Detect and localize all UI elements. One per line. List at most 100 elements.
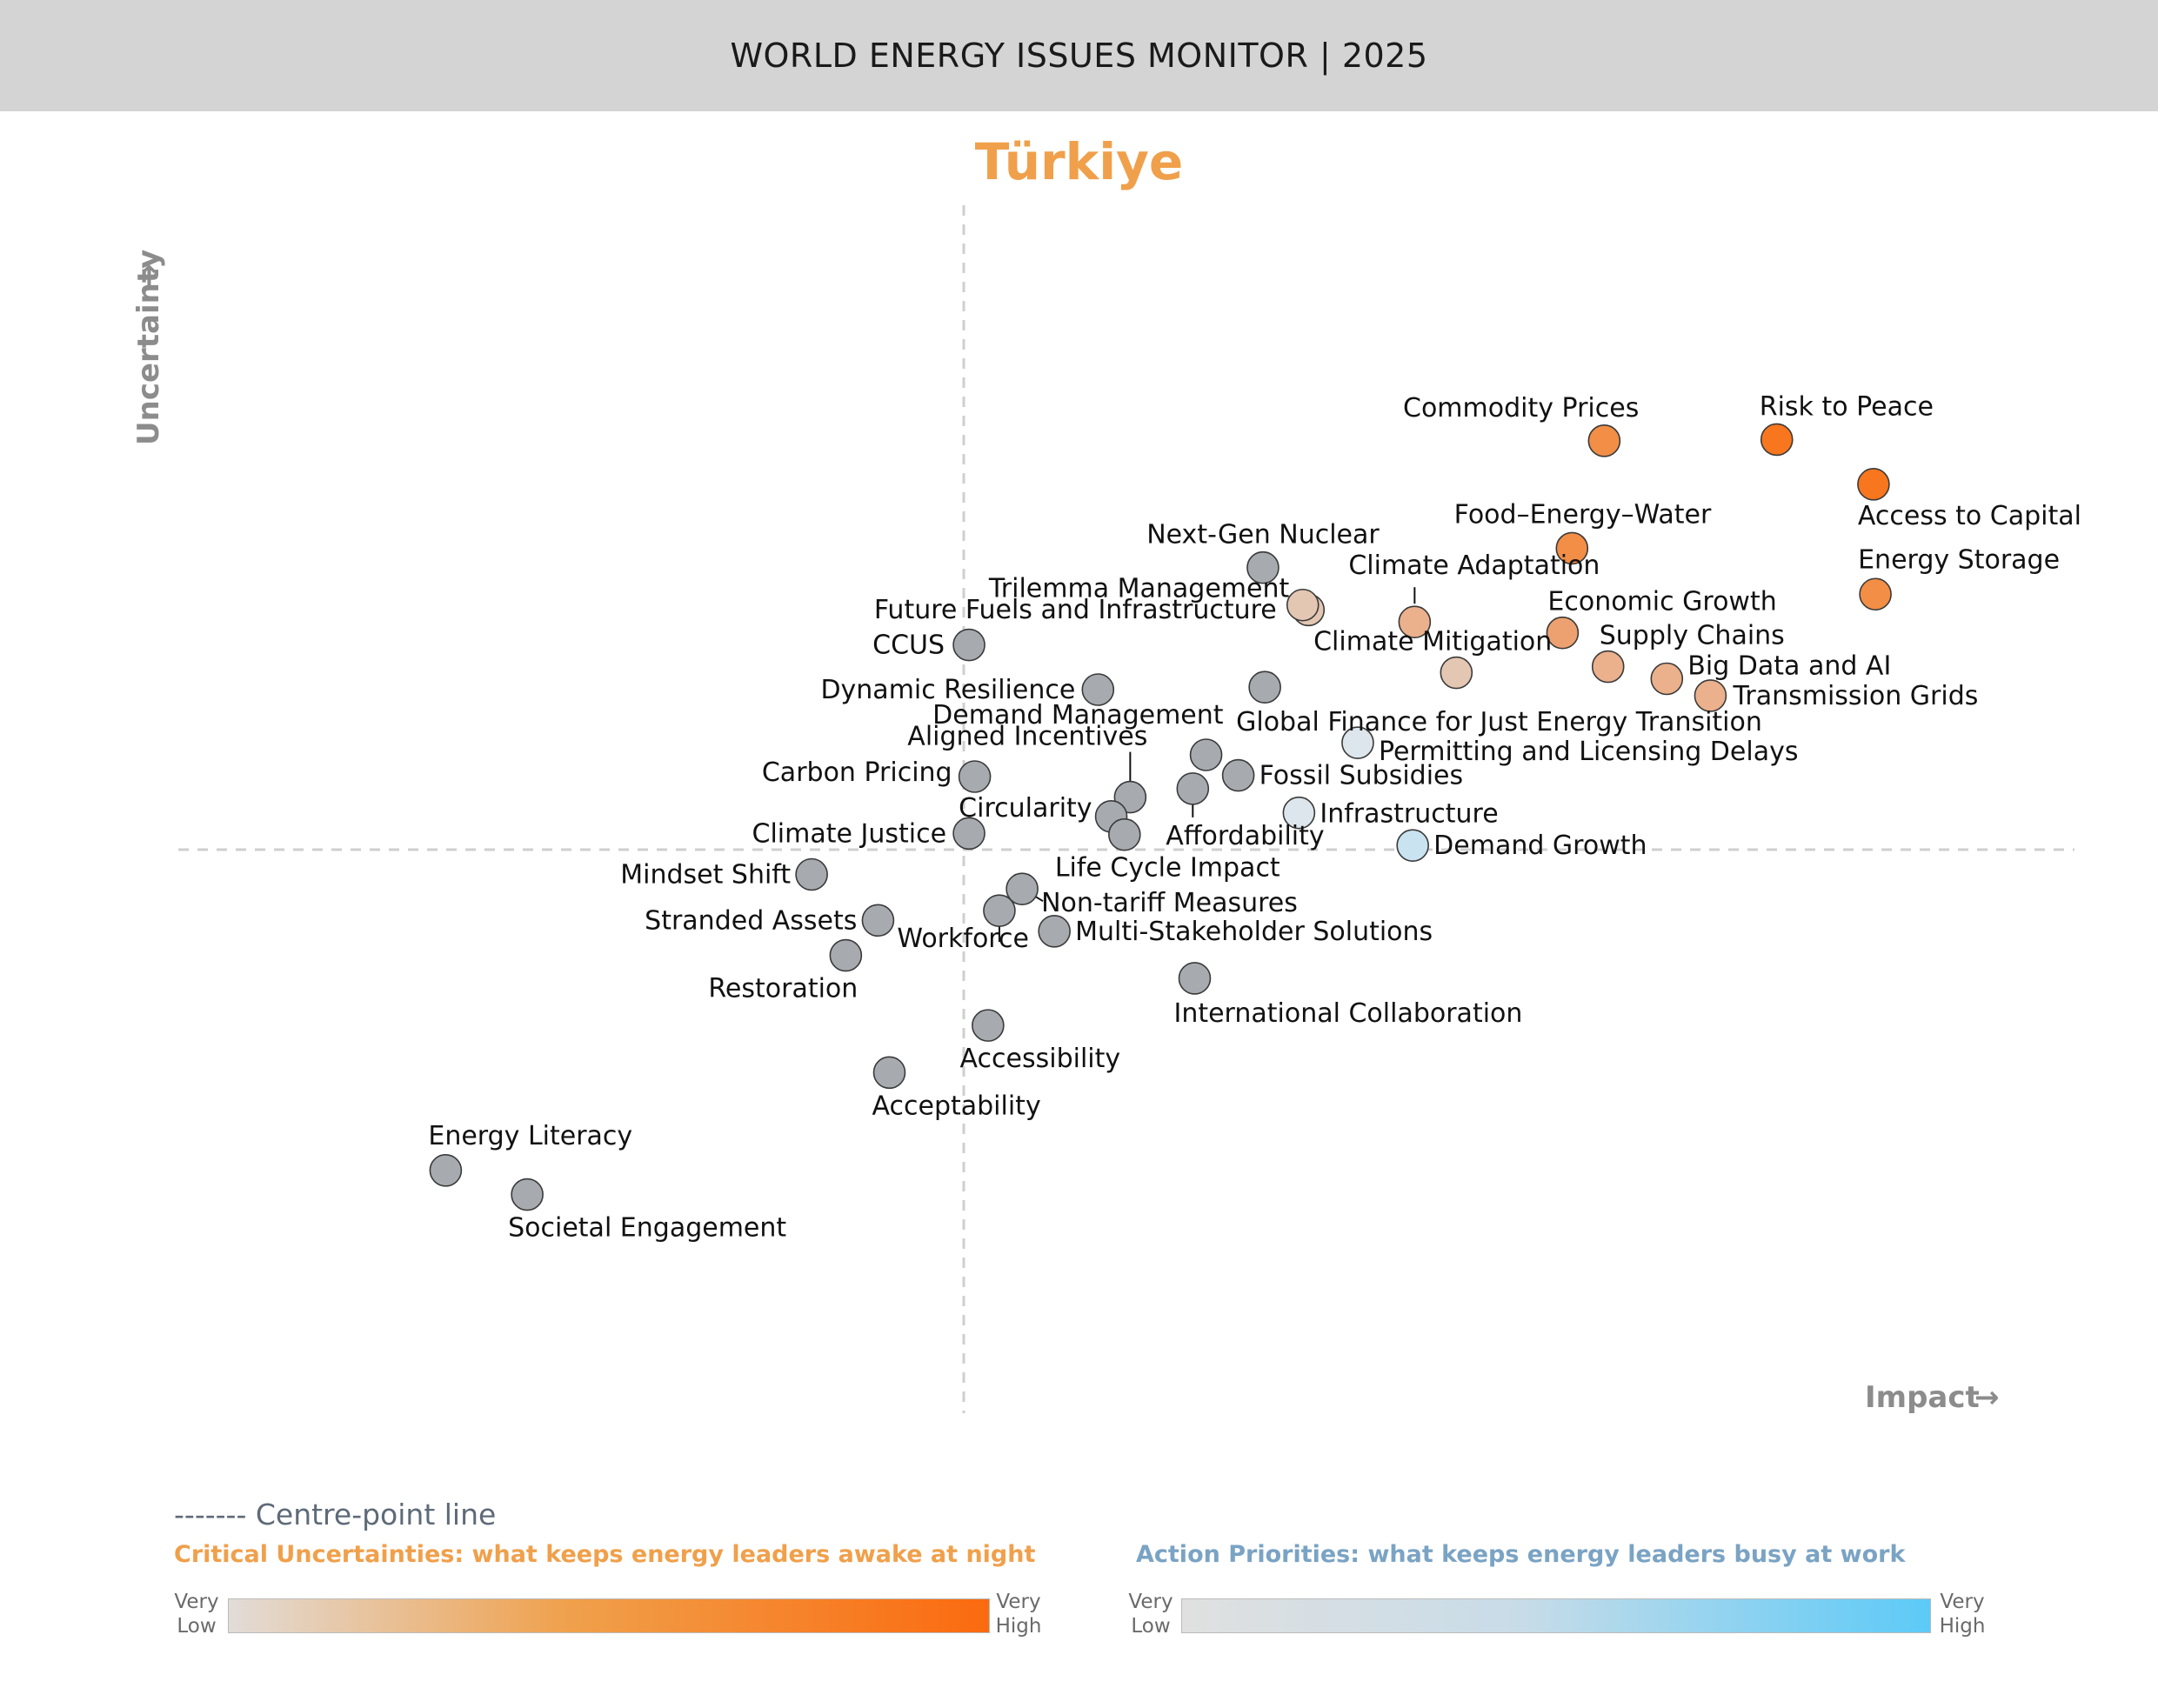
label-energy-storage: Energy Storage — [1858, 544, 2060, 575]
x-axis-arrow-icon: → — [1974, 1380, 2000, 1415]
action-priority-scale — [1181, 1598, 1931, 1633]
point-life-cycle-impact[interactable] — [1108, 817, 1141, 851]
label-fossil-subsidies: Fossil Subsidies — [1259, 761, 1464, 791]
point-demand-growth[interactable] — [1396, 829, 1429, 862]
point-acceptability[interactable] — [872, 1056, 906, 1090]
point-accessibility[interactable] — [972, 1009, 1005, 1042]
blue-low-line2: Low — [1131, 1615, 1171, 1638]
label-transmission-grids: Transmission Grids — [1732, 681, 1978, 711]
point-infrastructure[interactable] — [1282, 796, 1316, 830]
label-mindset-shift: Mindset Shift — [620, 860, 791, 891]
point-fossil-subsidies[interactable] — [1221, 758, 1255, 792]
label-demand-management: Demand Management — [932, 700, 1224, 731]
x-axis-label: Impact → — [1865, 1380, 2000, 1415]
y-axis-text: Uncertainty — [131, 250, 166, 445]
point-food-energy-water[interactable] — [1555, 531, 1589, 565]
blue-scale-low: Very Low — [1125, 1590, 1177, 1638]
critical-uncertainty-scale — [228, 1598, 990, 1633]
point-restoration[interactable] — [829, 938, 863, 972]
legend-centre-line: ------- Centre-point line — [174, 1498, 497, 1531]
label-non-tariff-measures: Non-tariff Measures — [1041, 888, 1298, 918]
label-future-fuels-and-infrastructure: Future Fuels and Infrastructure — [874, 595, 1277, 625]
label-economic-growth: Economic Growth — [1547, 587, 1776, 617]
point-workforce[interactable] — [983, 894, 1016, 927]
point-mindset-shift[interactable] — [795, 857, 828, 891]
orange-low-line1: Very — [174, 1591, 219, 1613]
label-climate-mitigation: Climate Mitigation — [1313, 627, 1552, 657]
point-climate-mitigation[interactable] — [1440, 656, 1473, 690]
label-multi-stakeholder-solutions: Multi-Stakeholder Solutions — [1075, 917, 1433, 947]
label-dynamic-resilience: Dynamic Resilience — [820, 675, 1075, 705]
header-title: WORLD ENERGY ISSUES MONITOR | 2025 — [730, 37, 1428, 75]
orange-high-line2: High — [995, 1615, 1042, 1638]
label-restoration: Restoration — [708, 974, 858, 1004]
point-climate-adaptation[interactable] — [1398, 605, 1432, 639]
point-ccus[interactable] — [952, 628, 985, 662]
x-axis-text: Impact — [1865, 1380, 1980, 1415]
label-climate-justice: Climate Justice — [752, 818, 947, 849]
label-big-data-and-ai: Big Data and AI — [1687, 651, 1891, 681]
orange-high-line1: Very — [996, 1591, 1041, 1613]
point-societal-engagement[interactable] — [511, 1178, 544, 1211]
point-commodity-prices[interactable] — [1587, 424, 1621, 457]
issues-map-chart: Uncertainty → Impact → Commodity Prices R… — [131, 205, 2081, 1415]
label-accessibility: Accessibility — [960, 1044, 1121, 1074]
y-axis-arrow-icon: → — [131, 264, 166, 290]
label-next-gen-nuclear: Next-Gen Nuclear — [1146, 520, 1380, 550]
label-demand-growth: Demand Growth — [1433, 831, 1647, 861]
label-life-cycle-impact: Life Cycle Impact — [1055, 853, 1280, 884]
point-multi-stakeholder-solutions[interactable] — [1038, 914, 1071, 948]
legend-action-heading: Action Priorities: what keeps energy lea… — [1136, 1541, 1906, 1568]
point-global-finance-for-just-energy-transition[interactable] — [1248, 671, 1281, 704]
label-circularity: Circularity — [959, 793, 1092, 824]
legend-critical-heading: Critical Uncertainties: what keeps energ… — [174, 1541, 1036, 1568]
point-carbon-pricing[interactable] — [958, 760, 992, 793]
label-international-collaboration: International Collaboration — [1173, 998, 1522, 1029]
point-non-tariff-measures[interactable] — [1006, 872, 1039, 905]
label-acceptability: Acceptability — [872, 1091, 1041, 1121]
point-economic-growth[interactable] — [1546, 616, 1580, 650]
blue-scale-high: Very High — [1936, 1590, 1988, 1638]
orange-scale-high: Very High — [992, 1590, 1045, 1638]
point-supply-chains[interactable] — [1591, 650, 1625, 684]
point-affordability[interactable] — [1176, 772, 1210, 805]
label-food-energy-water: Food–Energy–Water — [1454, 499, 1712, 530]
orange-low-line2: Low — [177, 1615, 217, 1638]
point-energy-literacy[interactable] — [429, 1154, 463, 1187]
point-transmission-grids[interactable] — [1694, 679, 1727, 712]
data-points — [429, 423, 1892, 1211]
point-big-data-and-ai[interactable] — [1650, 662, 1684, 696]
label-aligned-incentives: Aligned Incentives — [907, 722, 1147, 752]
label-carbon-pricing: Carbon Pricing — [762, 757, 952, 788]
label-climate-adaptation: Climate Adaptation — [1348, 550, 1600, 581]
country-title: Türkiye — [974, 132, 1184, 191]
label-stranded-assets: Stranded Assets — [645, 905, 857, 936]
label-ccus: CCUS — [872, 630, 945, 661]
point-access-to-capital[interactable] — [1857, 468, 1890, 501]
label-risk-to-peace: Risk to Peace — [1760, 391, 1934, 422]
label-workforce: Workforce — [897, 924, 1029, 954]
label-access-to-capital: Access to Capital — [1858, 501, 2081, 531]
point-climate-justice[interactable] — [952, 817, 985, 851]
label-supply-chains: Supply Chains — [1600, 621, 1785, 651]
point-dynamic-resilience[interactable] — [1081, 673, 1115, 706]
blue-low-line1: Very — [1128, 1591, 1173, 1613]
blue-high-line2: High — [1939, 1615, 1986, 1638]
point-stranded-assets[interactable] — [861, 904, 895, 937]
label-commodity-prices: Commodity Prices — [1403, 393, 1639, 424]
orange-scale-low: Very Low — [170, 1590, 223, 1638]
point-energy-storage[interactable] — [1859, 577, 1892, 611]
label-energy-literacy: Energy Literacy — [428, 1121, 632, 1151]
point-next-gen-nuclear[interactable] — [1246, 550, 1279, 584]
header-bar: WORLD ENERGY ISSUES MONITOR | 2025 — [0, 0, 2158, 111]
label-infrastructure: Infrastructure — [1320, 799, 1498, 830]
point-demand-management[interactable] — [1189, 738, 1223, 771]
label-societal-engagement: Societal Engagement — [508, 1213, 786, 1244]
point-labels: Commodity Prices Risk to Peace Access to C… — [428, 391, 2081, 1243]
point-international-collaboration[interactable] — [1178, 962, 1212, 995]
point-risk-to-peace[interactable] — [1760, 423, 1794, 457]
y-axis-label: Uncertainty → — [131, 250, 166, 445]
point-future-fuels-and-infrastructure[interactable] — [1286, 588, 1320, 622]
label-trilemma-management: Trilemma Management — [988, 573, 1290, 604]
point-permitting-and-licensing-delays[interactable] — [1341, 726, 1374, 759]
